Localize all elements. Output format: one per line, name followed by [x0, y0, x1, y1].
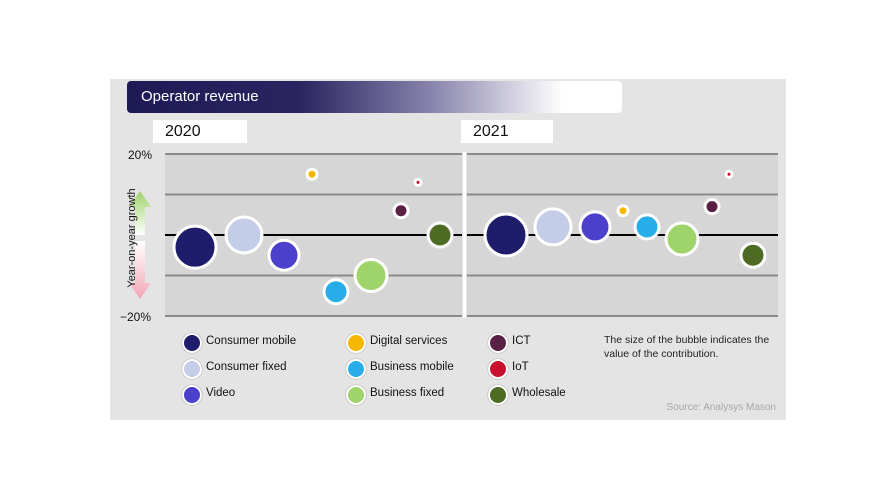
legend-label: IoT	[512, 361, 529, 373]
bubble-2021-ict	[703, 198, 721, 216]
chart-card: Operator revenue 2020 2021 20% −20% Year…	[110, 79, 786, 420]
legend-swatch	[346, 385, 366, 405]
bubble-2020-consumer-mobile	[172, 224, 218, 270]
bubble-2021-digital-services	[616, 204, 630, 218]
legend-swatch	[182, 385, 202, 405]
bubble-2021-iot	[724, 169, 734, 179]
bubble-2020-video	[267, 238, 301, 272]
y-arrow-up-icon	[129, 191, 151, 235]
bubble-2021-business-fixed	[664, 221, 700, 257]
bubble-2021-wholesale	[739, 241, 767, 269]
legend-label: ICT	[512, 335, 531, 347]
bubble-2021-business-mobile	[633, 213, 661, 241]
bubble-2020-consumer-fixed	[224, 215, 264, 255]
chart-title: Operator revenue	[127, 81, 622, 113]
bubble-2021-consumer-fixed	[533, 207, 573, 247]
legend-swatch	[182, 359, 202, 379]
size-note: The size of the bubble indicates the val…	[604, 334, 770, 360]
legend-swatch	[346, 333, 366, 353]
legend-swatch	[182, 333, 202, 353]
legend-swatch	[346, 359, 366, 379]
legend-swatch	[488, 359, 508, 379]
bubble-2020-iot	[413, 177, 423, 187]
legend-label: Consumer fixed	[206, 361, 287, 373]
legend-label: Digital services	[370, 335, 448, 347]
source-label: Source: Analysys Mason	[666, 402, 777, 413]
legend-label: Business mobile	[370, 361, 454, 373]
bubble-2020-wholesale	[426, 221, 454, 249]
bubble-2020-ict	[392, 202, 410, 220]
legend-label: Video	[206, 387, 236, 399]
y-axis-label: Year-on-year growth	[126, 188, 138, 288]
panel-label-2020: 2020	[153, 120, 247, 143]
y-tick-top: 20%	[128, 148, 153, 162]
legend-swatch	[488, 333, 508, 353]
legend-label: Wholesale	[512, 387, 566, 399]
legend-label: Business fixed	[370, 387, 445, 399]
legend-label: Consumer mobile	[206, 335, 297, 347]
bubble-chart	[129, 152, 778, 318]
bubble-2020-digital-services	[305, 167, 319, 181]
panel-label-2021: 2021	[461, 120, 553, 143]
legend-swatch	[488, 385, 508, 405]
y-tick-bottom: −20%	[120, 310, 152, 324]
bubble-2021-consumer-mobile	[483, 212, 529, 258]
bubble-2020-business-fixed	[353, 258, 389, 293]
bubble-2021-video	[578, 210, 612, 244]
y-arrow-down-icon	[129, 241, 151, 299]
bubble-2020-business-mobile	[322, 278, 350, 306]
